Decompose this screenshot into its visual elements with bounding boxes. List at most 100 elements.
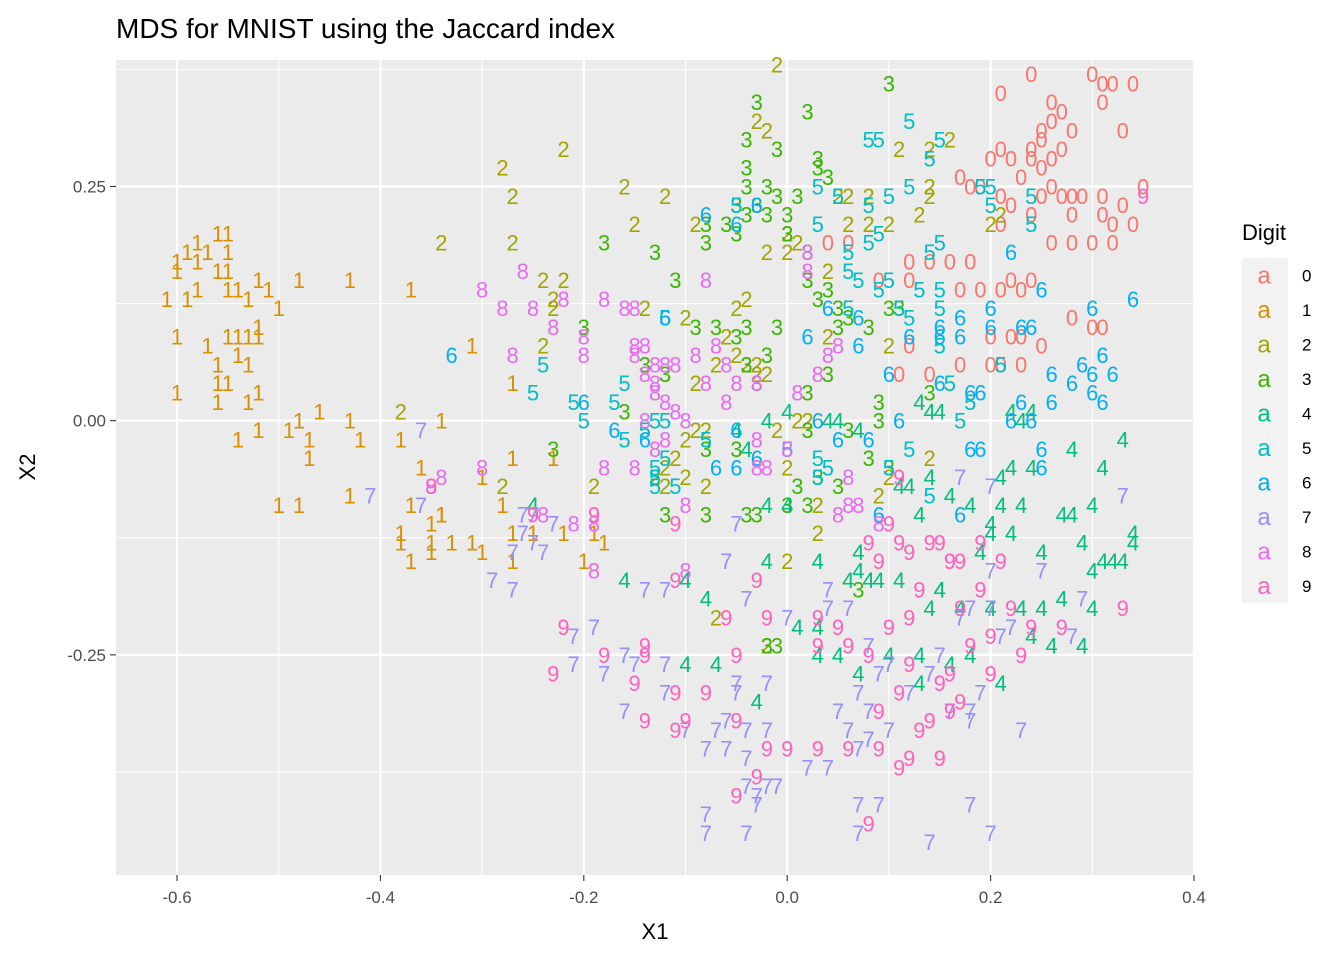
data-point-digit-1: 1 [395,530,407,555]
data-point-digit-7: 7 [659,652,671,677]
data-point-digit-7: 7 [842,718,854,743]
data-point-digit-3: 3 [751,193,763,218]
data-point-digit-3: 3 [730,221,742,246]
data-point-digit-0: 0 [1025,268,1037,293]
data-point-digit-0: 0 [1107,212,1119,237]
data-point-digit-2: 2 [791,231,803,256]
data-point-digit-6: 6 [954,306,966,331]
data-point-digit-3: 3 [761,633,773,658]
data-point-digit-9: 9 [974,530,986,555]
data-point-digit-4: 4 [832,643,844,668]
data-point-digit-3: 3 [781,493,793,518]
data-point-digit-1: 1 [435,502,447,527]
data-point-digit-7: 7 [506,577,518,602]
data-point-digit-4: 4 [679,568,691,593]
data-point-digit-6: 6 [974,437,986,462]
data-point-digit-8: 8 [751,456,763,481]
data-point-digit-4: 4 [822,409,834,434]
data-point-digit-0: 0 [903,268,915,293]
data-point-digit-0: 0 [1045,231,1057,256]
data-point-digit-8: 8 [761,456,773,481]
data-point-digit-2: 2 [496,156,508,181]
data-point-digit-4: 4 [1035,596,1047,621]
data-point-digit-9: 9 [873,737,885,762]
data-point-digit-2: 2 [842,212,854,237]
data-point-digit-6: 6 [1086,381,1098,406]
data-point-digit-2: 2 [669,446,681,471]
data-point-digit-6: 6 [1127,287,1139,312]
data-point-digit-5: 5 [954,409,966,434]
data-point-digit-5: 5 [618,427,630,452]
data-point-digit-1: 1 [252,268,264,293]
data-point-digit-0: 0 [964,249,976,274]
data-point-digit-4: 4 [1005,521,1017,546]
data-point-digit-5: 5 [934,296,946,321]
data-point-digit-2: 2 [812,493,824,518]
data-point-digit-0: 0 [1066,184,1078,209]
data-point-digit-4: 4 [812,643,824,668]
data-point-digit-3: 3 [700,212,712,237]
data-point-digit-9: 9 [751,765,763,790]
data-point-digit-4: 4 [618,568,630,593]
data-point-digit-8: 8 [496,296,508,321]
data-point-digit-4: 4 [984,512,996,537]
data-point-digit-4: 4 [1076,530,1088,555]
data-point-digit-4: 4 [852,540,864,565]
data-point-digit-5: 5 [923,484,935,509]
data-point-digit-6: 6 [1096,390,1108,415]
data-point-digit-0: 0 [1127,71,1139,96]
data-point-digit-7: 7 [527,530,539,555]
data-point-digit-9: 9 [639,633,651,658]
legend-label: 8 [1302,542,1311,561]
data-point-digit-1: 1 [557,521,569,546]
data-point-digit-0: 0 [954,165,966,190]
data-point-digit-2: 2 [659,456,671,481]
data-point-digit-9: 9 [669,568,681,593]
data-point-digit-6: 6 [1045,362,1057,387]
data-point-digit-0: 0 [1035,156,1047,181]
data-point-digit-3: 3 [639,352,651,377]
data-point-digit-8: 8 [476,456,488,481]
data-point-digit-4: 4 [1117,549,1129,574]
data-point-digit-9: 9 [984,624,996,649]
data-point-digit-9: 9 [944,662,956,687]
data-point-digit-7: 7 [568,624,580,649]
data-point-digit-9: 9 [1117,596,1129,621]
data-point-digit-0: 0 [1066,231,1078,256]
data-point-digit-0: 0 [1107,71,1119,96]
data-point-digit-9: 9 [913,577,925,602]
data-point-digit-5: 5 [862,193,874,218]
data-point-digit-5: 5 [903,174,915,199]
data-point-digit-8: 8 [700,371,712,396]
data-point-digit-4: 4 [893,568,905,593]
data-point-digit-1: 1 [171,259,183,284]
data-point-digit-5: 5 [934,278,946,303]
data-point-digit-7: 7 [974,680,986,705]
data-point-digit-1: 1 [405,549,417,574]
data-point-digit-5: 5 [873,278,885,303]
data-point-digit-2: 2 [832,184,844,209]
data-point-digit-9: 9 [944,549,956,574]
data-point-digit-7: 7 [700,802,712,827]
data-point-digit-9: 9 [1025,615,1037,640]
data-point-digit-3: 3 [883,456,895,481]
data-point-digit-6: 6 [730,456,742,481]
data-point-digit-7: 7 [984,821,996,846]
data-point-digit-2: 2 [506,184,518,209]
data-point-digit-5: 5 [903,437,915,462]
data-point-digit-4: 4 [812,615,824,640]
data-point-digit-5: 5 [842,240,854,265]
data-point-digit-2: 2 [791,409,803,434]
data-point-digit-0: 0 [1096,90,1108,115]
data-point-digit-0: 0 [1025,203,1037,228]
data-point-digit-3: 3 [740,156,752,181]
data-point-digit-8: 8 [873,512,885,537]
data-point-digit-4: 4 [1076,633,1088,658]
data-point-digit-5: 5 [883,456,895,481]
data-point-digit-2: 2 [771,418,783,443]
data-point-digit-3: 3 [649,240,661,265]
legend-key-background [1242,430,1288,465]
data-point-digit-4: 4 [679,652,691,677]
data-point-digit-8: 8 [598,456,610,481]
data-point-digit-6: 6 [578,390,590,415]
